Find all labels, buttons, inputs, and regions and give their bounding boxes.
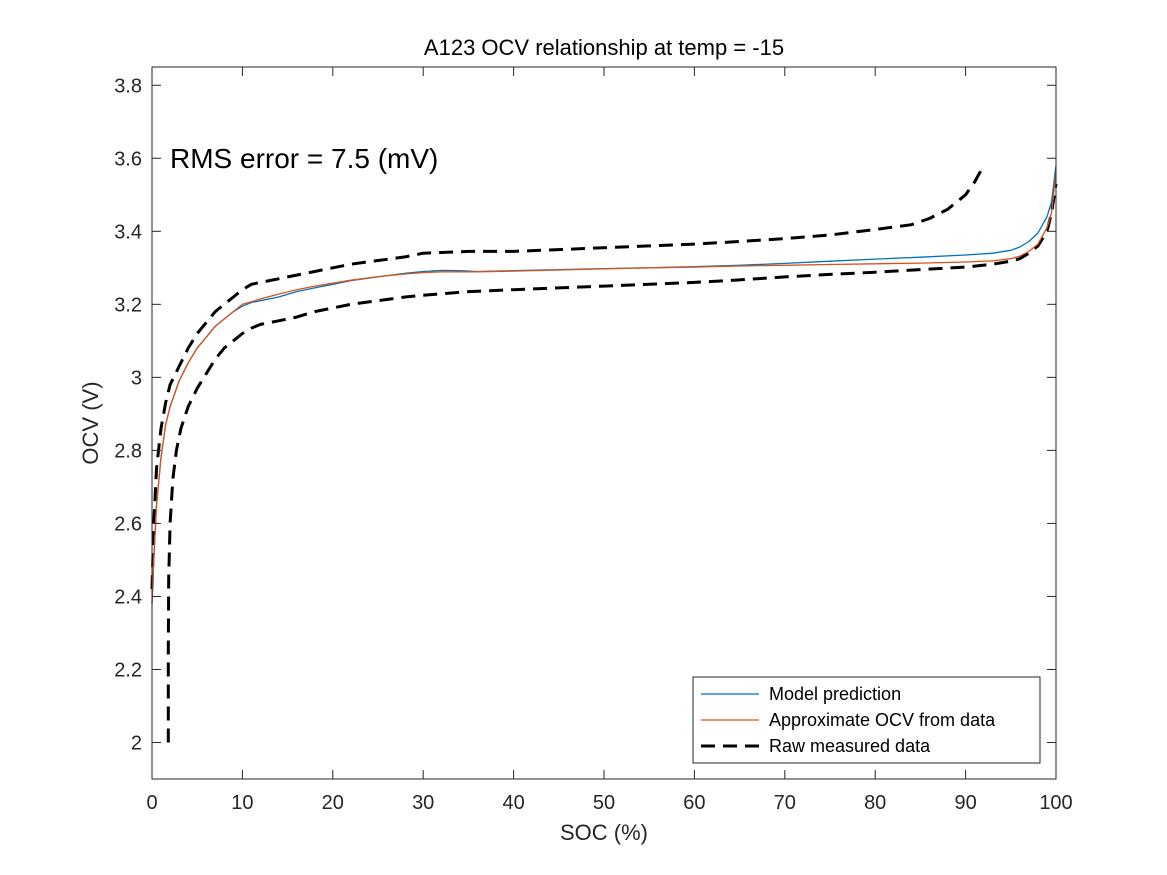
x-tick-label: 20 [322,792,344,814]
x-tick-label: 90 [954,792,976,814]
series-line-raw-measured-data-lower [166,183,1058,743]
y-tick-label: 2 [131,732,142,754]
legend-label-model-prediction: Model prediction [769,684,901,704]
chart-title: A123 OCV relationship at temp = -15 [424,35,784,60]
tick-layer: 0 10 20 30 40 50 60 70 80 90 100 2 2.2 2.4 2.6 2.8 3 3.2 3… [114,67,1073,814]
rms-error-annotation: RMS error = 7.5 (mV) [170,143,438,174]
x-tick-label: 0 [146,792,157,814]
x-tick-label: 80 [864,792,886,814]
legend-label-raw-measured-data: Raw measured data [769,736,931,756]
plot-area [152,67,1056,779]
x-axis-label: SOC (%) [560,820,648,845]
legend: Model prediction Approximate OCV from da… [692,676,1041,764]
y-tick-label: 3.6 [114,148,142,170]
x-tick-label: 40 [502,792,524,814]
y-tick-label: 2.2 [114,659,142,681]
y-tick-label: 3 [131,367,142,389]
legend-label-approximate-ocv: Approximate OCV from data [769,710,996,730]
y-tick-label: 3.8 [114,75,142,97]
x-tick-label: 30 [412,792,434,814]
x-tick-label: 60 [683,792,705,814]
x-tick-label: 10 [231,792,253,814]
y-tick-label: 2.6 [114,513,142,535]
x-tick-label: 70 [774,792,796,814]
series-line-approximate-ocv-from-data [151,172,1057,604]
y-tick-label: 2.8 [114,440,142,462]
y-axis-label: OCV (V) [78,381,103,464]
series-line-raw-measured-data [150,164,986,590]
y-tick-label: 3.4 [114,221,142,243]
x-tick-label: 50 [593,792,615,814]
y-tick-label: 3.2 [114,294,142,316]
series-layer [150,164,1058,743]
y-tick-label: 2.4 [114,586,142,608]
x-tick-label: 100 [1039,792,1072,814]
